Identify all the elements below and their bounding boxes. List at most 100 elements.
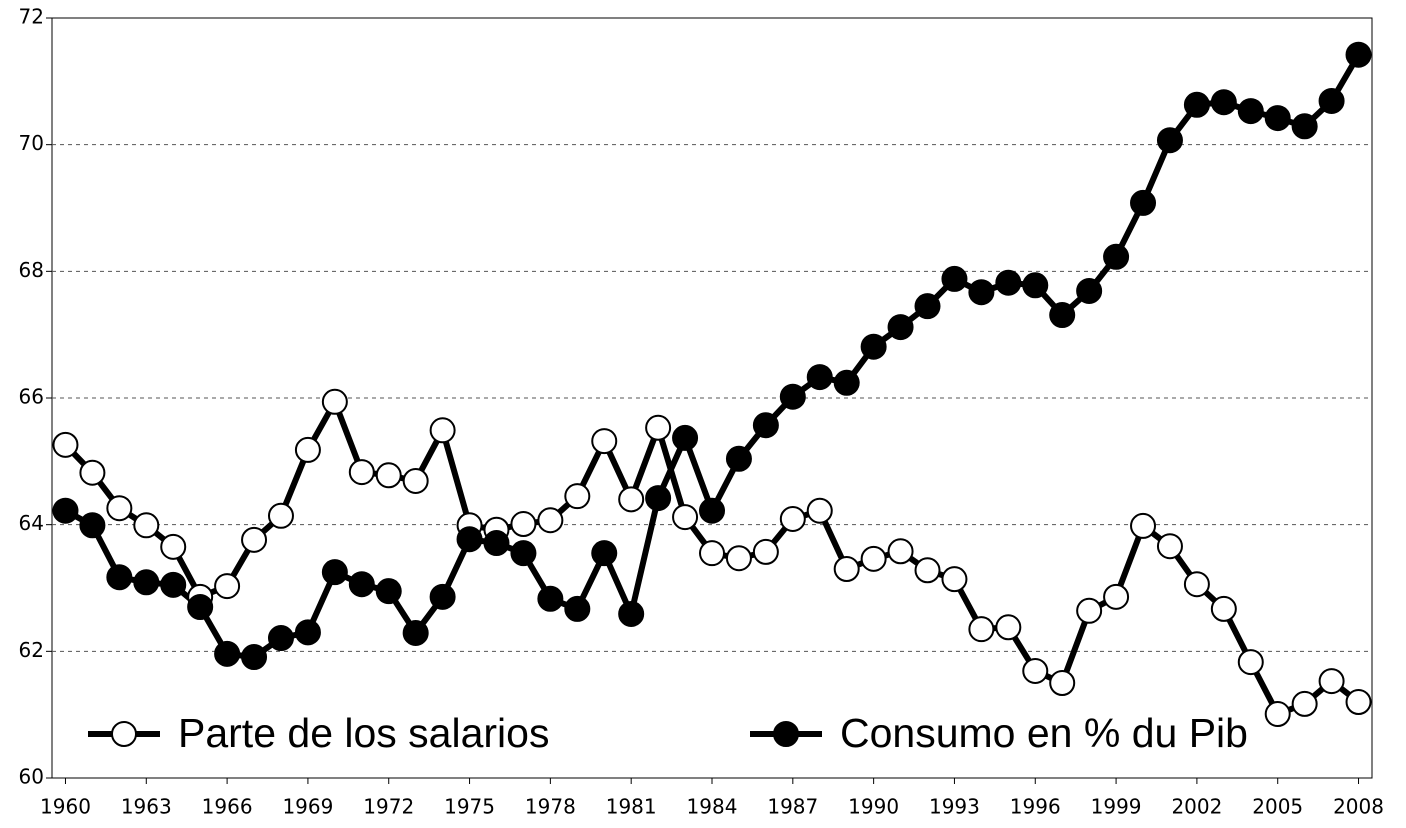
y-tick-label: 66 <box>19 385 44 409</box>
x-tick-label: 1996 <box>1010 795 1061 819</box>
x-tick-label: 1990 <box>848 795 899 819</box>
point <box>429 417 456 444</box>
point <box>1022 657 1049 684</box>
point <box>1237 98 1264 125</box>
point <box>348 459 375 486</box>
legend: Parte de los salarios Consumo en % du Pib <box>88 710 1248 756</box>
point <box>860 333 887 360</box>
point <box>321 388 348 415</box>
point <box>1183 91 1210 118</box>
point <box>133 569 160 596</box>
y-tick-label: 72 <box>19 5 44 29</box>
point <box>833 556 860 582</box>
y-tick-label: 68 <box>19 258 44 282</box>
point <box>995 614 1022 641</box>
point <box>995 269 1022 296</box>
point <box>779 383 806 410</box>
point <box>672 504 699 531</box>
point <box>375 578 402 605</box>
x-tick-label: 2002 <box>1171 795 1222 819</box>
point <box>1076 277 1103 304</box>
point <box>348 571 375 598</box>
x-tick-label: 1975 <box>444 795 495 819</box>
point <box>699 540 725 567</box>
point <box>79 459 106 486</box>
point <box>1210 595 1237 622</box>
point <box>483 530 510 557</box>
point <box>618 486 645 513</box>
x-tick-label: 1972 <box>363 795 414 819</box>
point <box>510 511 537 538</box>
y-tick-label: 64 <box>19 511 44 535</box>
point <box>914 557 941 584</box>
x-tick-label: 1963 <box>121 795 172 819</box>
x-tick-label: 1978 <box>525 795 576 819</box>
point <box>1156 533 1183 560</box>
point <box>241 526 268 553</box>
point <box>1318 87 1345 114</box>
x-tick-label: 1966 <box>202 795 253 819</box>
point <box>1103 583 1130 610</box>
point <box>1183 571 1210 598</box>
point <box>1103 243 1130 270</box>
point <box>833 369 860 396</box>
point <box>375 462 402 489</box>
x-tick-label: 1969 <box>282 795 333 819</box>
point <box>887 314 914 341</box>
point <box>860 545 887 572</box>
point <box>725 445 752 472</box>
x-tick-label: 2005 <box>1252 795 1303 819</box>
point <box>537 585 564 612</box>
point <box>214 640 241 667</box>
point <box>429 583 456 610</box>
point <box>941 265 968 292</box>
point <box>402 619 429 646</box>
point <box>79 512 106 539</box>
point <box>1130 189 1157 216</box>
point <box>672 424 699 451</box>
x-tick-label: 1987 <box>767 795 818 819</box>
point <box>725 545 752 572</box>
point <box>564 595 591 622</box>
point <box>1291 690 1318 717</box>
point <box>914 293 941 320</box>
point <box>241 644 268 671</box>
point <box>1076 597 1103 624</box>
point <box>968 279 995 306</box>
point <box>160 533 187 560</box>
point <box>887 538 914 565</box>
point <box>537 507 564 534</box>
y-tick-label: 62 <box>19 638 44 662</box>
x-tick-label: 1960 <box>40 795 91 819</box>
point <box>1345 41 1372 68</box>
point <box>267 625 294 652</box>
point <box>1237 649 1264 676</box>
x-tick-label: 1993 <box>929 795 980 819</box>
point <box>160 571 187 598</box>
point <box>699 497 725 524</box>
point <box>1049 302 1076 329</box>
legend-marker <box>773 721 799 747</box>
point <box>456 526 483 553</box>
point <box>968 616 995 643</box>
point <box>1291 113 1318 140</box>
point <box>1156 127 1183 154</box>
x-tick-label: 2008 <box>1333 795 1384 819</box>
point <box>591 428 618 455</box>
point <box>806 497 833 524</box>
point <box>510 540 537 567</box>
point <box>564 483 591 510</box>
point <box>1210 89 1237 116</box>
point <box>645 485 672 512</box>
point <box>294 619 321 646</box>
point <box>1022 272 1049 299</box>
point <box>52 431 79 458</box>
point <box>402 467 429 494</box>
point <box>1264 105 1291 132</box>
legend-label: Parte de los salarios <box>178 710 549 756</box>
y-tick-label: 70 <box>19 131 44 155</box>
legend-label: Consumo en % du Pib <box>840 710 1248 756</box>
point <box>187 594 214 620</box>
point <box>1049 670 1076 696</box>
